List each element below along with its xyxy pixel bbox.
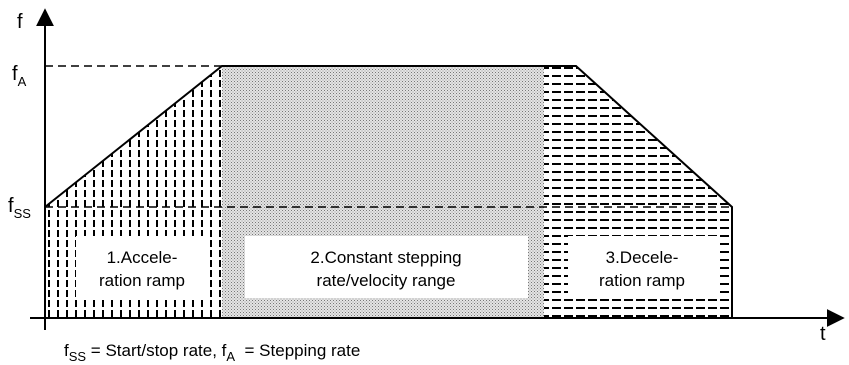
fa-label-sub: A (18, 74, 27, 89)
y-axis-label: f (17, 11, 23, 33)
fa-label-main: f (12, 63, 18, 85)
legend-fa-text: = Stepping rate (235, 341, 360, 360)
legend-fa-sub: A (226, 349, 235, 364)
phase-2-line-1: 2.Constant stepping (310, 248, 461, 267)
velocity-profile-line (44, 65, 733, 318)
phase-1-line-1: 1.Accele- (107, 248, 178, 267)
x-axis-label: t (820, 323, 826, 345)
fss-label: fSS (8, 195, 31, 221)
fa-label: fA (12, 63, 27, 89)
phase-2-line-2: rate/velocity range (317, 271, 456, 290)
legend-fss-main: f (64, 341, 69, 360)
legend-fss-text: = Start/stop rate, (86, 341, 222, 360)
phase-3-label-box (568, 236, 717, 298)
phase-3-line-2: ration ramp (599, 271, 685, 290)
phase-1-line-2: ration ramp (99, 271, 185, 290)
phase-3-line-1: 3.Decele- (606, 248, 679, 267)
phase-1-label-box (76, 236, 209, 298)
legend-caption: fSS = Start/stop rate, fA = Stepping rat… (64, 341, 360, 364)
phase-2-label-box (245, 236, 528, 298)
legend-fa-main: f (222, 341, 227, 360)
legend-fss-sub: SS (69, 349, 87, 364)
fss-label-sub: SS (14, 206, 32, 221)
fss-label-main: f (8, 195, 14, 217)
